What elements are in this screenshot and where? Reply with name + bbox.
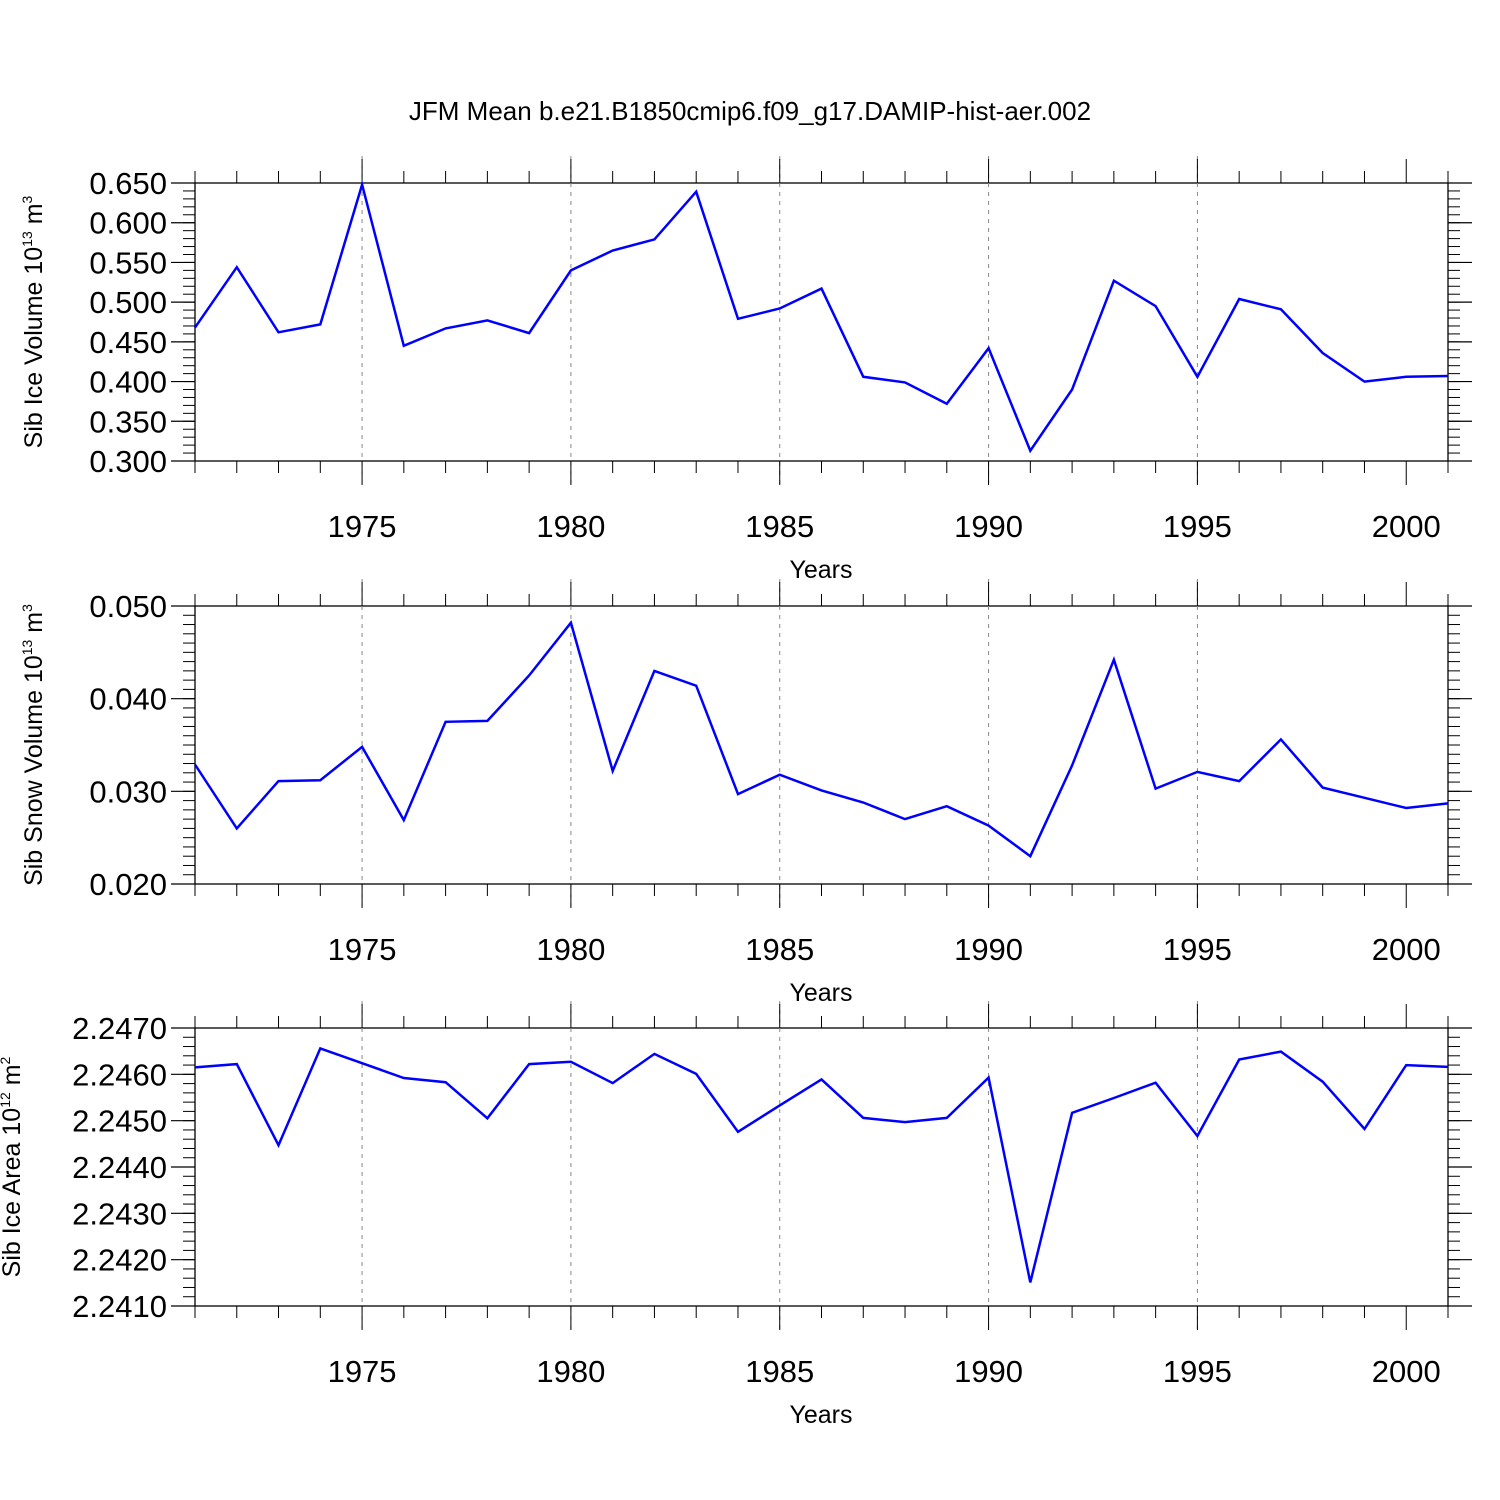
y-tick-label: 2.2460 [72, 1057, 167, 1092]
x-tick-labels: 1975 1980 1985 1990 1995 2000 [328, 509, 1441, 544]
snow-volume-line [193, 620, 1449, 859]
data-points [193, 621, 1450, 859]
y-tick-label: 0.050 [89, 589, 167, 624]
y-tick-label: 0.020 [89, 867, 167, 902]
y-tick-label: 2.2420 [72, 1243, 167, 1278]
plot-frame [194, 605, 1449, 885]
x-axis-label: Years [789, 1401, 852, 1429]
x-tick-label: 1975 [328, 509, 397, 544]
y-tick-labels: 0.020 0.030 0.040 0.050 [89, 589, 167, 902]
y-tick-label: 0.030 [89, 774, 167, 809]
plot-frame [194, 182, 1449, 462]
ice-area-panel: 2.2410 2.2420 2.2430 2.2440 2.2450 2.2460 2.24… [0, 1001, 1472, 1429]
x-tick-label: 1990 [954, 1354, 1023, 1389]
vertical-grid [361, 579, 1198, 911]
y-tick-label: 0.300 [89, 444, 167, 479]
x-tick-label: 1995 [1163, 932, 1232, 967]
figure-title: JFM Mean b.e21.B1850cmip6.f09_g17.DAMIP-… [409, 96, 1091, 126]
x-tick-label: 1990 [954, 509, 1023, 544]
x-tick-labels: 1975 1980 1985 1990 1995 2000 [328, 932, 1441, 967]
y-tick-label: 0.600 [89, 206, 167, 241]
x-tick-label: 1975 [328, 932, 397, 967]
y-tick-labels: 2.2410 2.2420 2.2430 2.2440 2.2450 2.2460 2.24… [72, 1011, 167, 1324]
x-tick-label: 1985 [745, 1354, 814, 1389]
y-tick-label: 0.500 [89, 285, 167, 320]
y-tick-labels: 0.300 0.350 0.400 0.450 0.500 0.550 0.600 0.650 [89, 166, 167, 479]
x-tick-label: 1990 [954, 932, 1023, 967]
ice-area-line [194, 1046, 1449, 1283]
y-tick-label: 2.2430 [72, 1196, 167, 1231]
y-axis-label: Sib Ice Volume 1013 m3 [19, 195, 48, 448]
ice-volume-line [193, 179, 1449, 454]
y-tick-label: 2.2440 [72, 1150, 167, 1185]
x-tick-label: 1980 [536, 509, 605, 544]
x-tick-label: 2000 [1372, 932, 1441, 967]
y-axis-label: Sib Ice Area 1012 m2 [0, 1056, 26, 1277]
y-tick-label: 0.650 [89, 166, 167, 201]
tick-marks [171, 1004, 1472, 1330]
y-tick-label: 0.550 [89, 245, 167, 280]
x-tick-label: 1980 [536, 932, 605, 967]
y-tick-label: 0.400 [89, 365, 167, 400]
vertical-grid [361, 1001, 1198, 1333]
x-tick-label: 1975 [328, 1354, 397, 1389]
x-axis-label: Years [789, 979, 852, 1007]
y-tick-label: 2.2410 [72, 1289, 167, 1324]
x-tick-labels: 1975 1980 1985 1990 1995 2000 [328, 1354, 1441, 1389]
ice-volume-panel: 0.300 0.350 0.400 0.450 0.500 0.550 0.600 0.650… [19, 156, 1472, 584]
x-tick-label: 2000 [1372, 1354, 1441, 1389]
vertical-grid [361, 156, 1198, 488]
x-tick-label: 1995 [1163, 509, 1232, 544]
x-axis-label: Years [789, 556, 852, 584]
data-points [193, 183, 1450, 453]
y-tick-label: 0.350 [89, 404, 167, 439]
x-tick-label: 1985 [745, 509, 814, 544]
y-axis-label: Sib Snow Volume 1013 m3 [19, 604, 48, 886]
y-tick-label: 2.2450 [72, 1104, 167, 1139]
x-tick-label: 1995 [1163, 1354, 1232, 1389]
data-points [193, 1046, 1450, 1284]
x-tick-label: 2000 [1372, 509, 1441, 544]
x-tick-label: 1985 [745, 932, 814, 967]
y-tick-label: 0.040 [89, 682, 167, 717]
x-tick-label: 1980 [536, 1354, 605, 1389]
snow-volume-panel: 0.020 0.030 0.040 0.050 1975 1980 1985 1990 199… [19, 579, 1472, 1007]
y-tick-label: 0.450 [89, 325, 167, 360]
tick-marks [171, 582, 1472, 908]
y-tick-label: 2.2470 [72, 1011, 167, 1046]
tick-marks [171, 159, 1472, 485]
